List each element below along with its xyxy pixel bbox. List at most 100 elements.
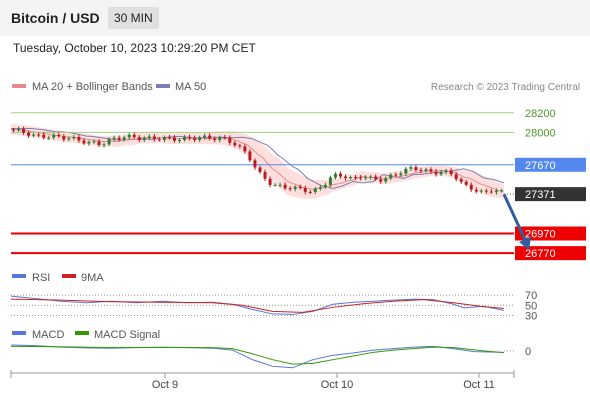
candle-body: [424, 169, 428, 171]
level-label: 26970: [525, 228, 556, 240]
candle-body: [273, 184, 277, 186]
candle-body: [283, 184, 287, 189]
candle-body: [42, 134, 46, 138]
candle-body: [157, 139, 161, 141]
candle-body: [404, 168, 408, 174]
candle-body: [47, 137, 51, 139]
candle-body: [77, 136, 81, 141]
candle-body: [97, 141, 101, 145]
candle-body: [479, 190, 483, 192]
legend-swatch-macd-signal: [75, 331, 89, 335]
candle-body: [394, 174, 398, 176]
candle-body: [27, 132, 31, 136]
level-tag: [515, 157, 586, 172]
candle-body: [288, 188, 292, 190]
candle-body: [117, 137, 121, 140]
candle-body: [499, 190, 503, 192]
x-axis-tick-label: Oct 10: [321, 379, 353, 391]
legend-label-macd: MACD: [32, 329, 64, 341]
candle-body: [188, 136, 192, 139]
candle-body: [419, 170, 423, 172]
candle-body: [92, 141, 96, 143]
legend-swatch-rsi-9ma: [62, 274, 76, 278]
candle-body: [369, 176, 373, 178]
rsi-tick-label: 50: [525, 300, 537, 312]
candle-body: [278, 184, 282, 186]
candle-body: [167, 137, 171, 139]
chart-title: Bitcoin / USD: [11, 10, 100, 26]
candle-body: [248, 151, 252, 161]
legend-swatch-ma50: [156, 84, 170, 88]
legend-label-rsi-9ma: 9MA: [81, 272, 104, 284]
copyright-credit: Research © 2023 Trading Central: [431, 82, 580, 93]
candle-body: [172, 137, 176, 141]
candle-body: [162, 137, 166, 140]
candle-body: [127, 134, 131, 138]
candle-body: [384, 178, 388, 182]
legend-label-ma50: MA 50: [175, 81, 206, 93]
level-tag: [515, 226, 586, 241]
candle-body: [218, 137, 222, 141]
candle-body: [183, 136, 187, 140]
level-tag: [515, 187, 586, 202]
candle-body: [203, 135, 207, 138]
header-bar: Bitcoin / USD 30 MIN: [0, 0, 590, 36]
candle-body: [193, 138, 197, 140]
candle-body: [37, 134, 41, 136]
candle-body: [359, 177, 363, 179]
candle-body: [318, 187, 322, 189]
candle-body: [268, 178, 272, 185]
candle-body: [263, 171, 267, 179]
candle-body: [414, 167, 418, 171]
macd-signal-line: [10, 345, 504, 365]
candle-body: [313, 188, 317, 192]
level-label: 27371: [525, 189, 556, 201]
timeframe-button[interactable]: 30 MIN: [108, 7, 159, 29]
candle-body: [137, 137, 141, 140]
ma20-line: [10, 128, 505, 192]
legend-label-macd-signal: MACD Signal: [94, 329, 160, 341]
candle-body: [489, 191, 493, 193]
candle-body: [379, 179, 383, 182]
candle-body: [233, 142, 237, 146]
candle-body: [444, 170, 448, 172]
candle-body: [112, 137, 116, 139]
candle-body: [17, 128, 21, 130]
candle-body: [213, 138, 217, 141]
legend-label-ma20: MA 20 + Bollinger Bands: [32, 81, 153, 93]
candle-body: [152, 136, 156, 140]
candle-body: [474, 189, 478, 192]
candle-body: [102, 144, 106, 146]
candle-body: [72, 136, 76, 139]
legend-label-rsi: RSI: [32, 272, 50, 284]
candle-body: [469, 184, 473, 190]
candle-body: [57, 134, 61, 137]
macd-line: [10, 344, 504, 369]
candle-body: [459, 179, 463, 182]
macd-tick-label: 0: [525, 346, 531, 358]
candle-body: [364, 177, 368, 179]
candle-body: [122, 137, 126, 140]
level-label: 27670: [525, 160, 556, 172]
candle-body: [258, 167, 262, 172]
candle-body: [253, 160, 257, 168]
level-label: 28000: [525, 127, 556, 139]
candle-body: [87, 141, 91, 144]
candle-body: [22, 128, 26, 133]
candle-body: [107, 138, 111, 145]
level-label: 26770: [525, 248, 556, 260]
forecast-arrowhead: [519, 236, 532, 251]
candle-body: [484, 190, 488, 192]
candle-body: [338, 173, 342, 177]
candle-body: [429, 169, 433, 172]
candle-body: [198, 137, 202, 140]
candle-body: [243, 146, 247, 152]
candle-body: [228, 137, 232, 143]
candle-body: [434, 171, 438, 175]
forecast-arrow: [502, 193, 528, 243]
candle-body: [52, 134, 56, 138]
candle-body: [293, 186, 297, 190]
timestamp: Tuesday, October 10, 2023 10:29:20 PM CE…: [13, 41, 256, 55]
legend-swatch-macd: [12, 331, 26, 335]
rsi-9ma-line: [10, 298, 504, 313]
